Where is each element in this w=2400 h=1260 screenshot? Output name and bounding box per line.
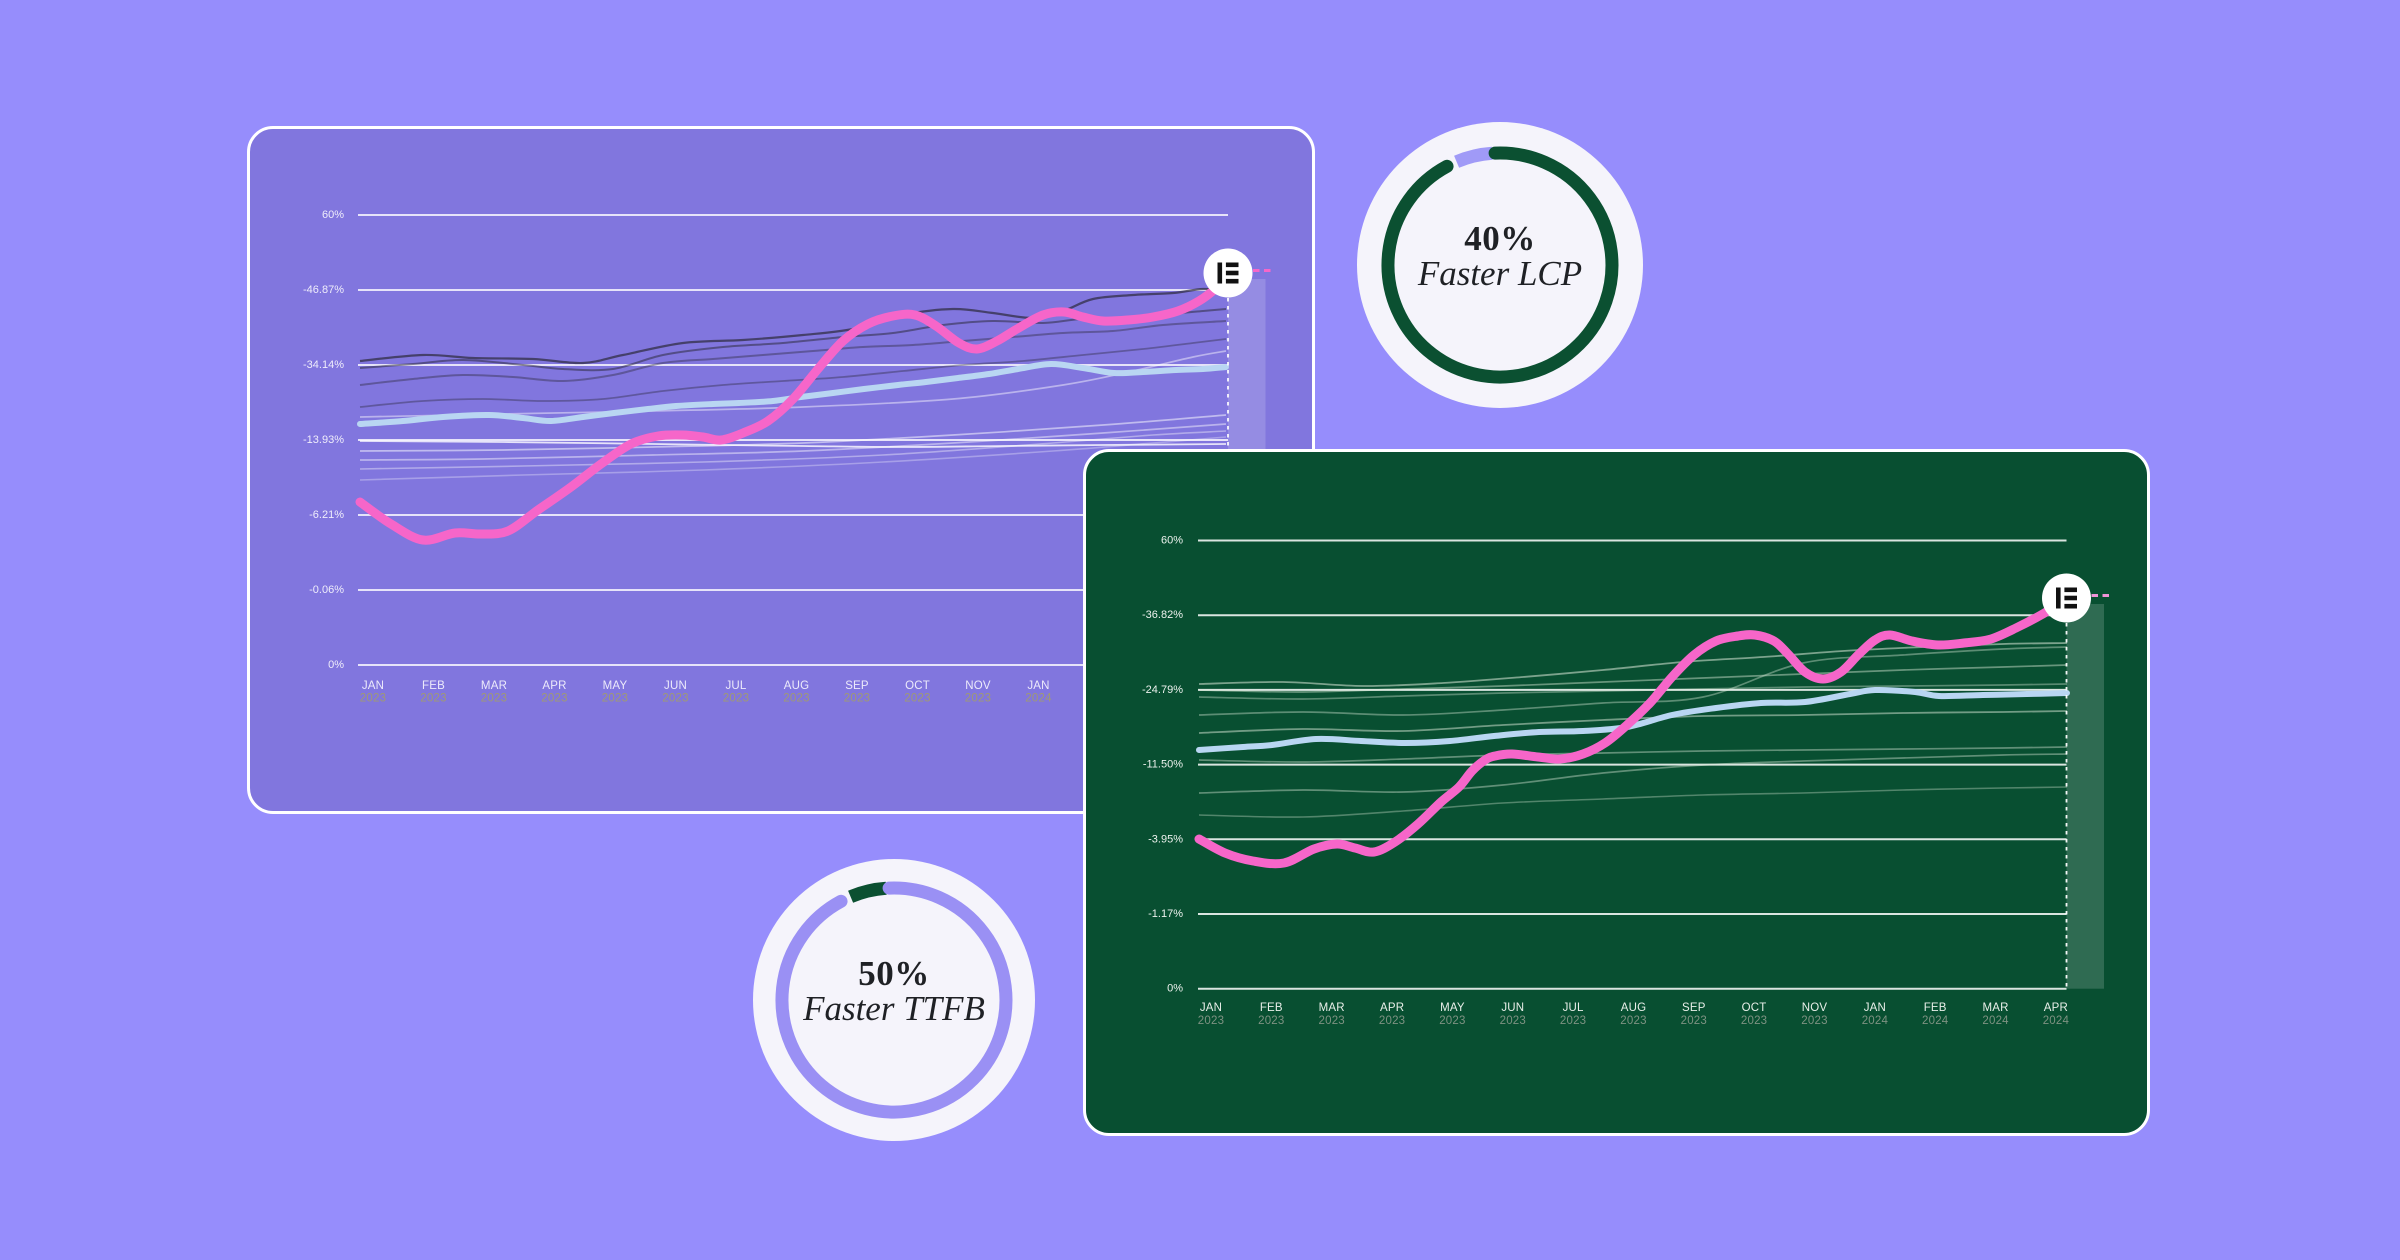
svg-text:FEB: FEB bbox=[1260, 1002, 1283, 1014]
svg-text:JAN: JAN bbox=[1027, 680, 1049, 692]
svg-text:2023: 2023 bbox=[1319, 1015, 1345, 1027]
svg-text:2023: 2023 bbox=[662, 693, 688, 705]
svg-text:JAN: JAN bbox=[1864, 1002, 1886, 1014]
svg-text:-0.06%: -0.06% bbox=[309, 584, 344, 596]
svg-text:-36.82%: -36.82% bbox=[1142, 609, 1183, 621]
svg-text:-34.14%: -34.14% bbox=[303, 359, 344, 371]
svg-text:-13.93%: -13.93% bbox=[303, 434, 344, 446]
svg-text:JUN: JUN bbox=[664, 680, 687, 692]
svg-text:2024: 2024 bbox=[1025, 693, 1052, 705]
svg-text:APR: APR bbox=[2044, 1002, 2068, 1014]
svg-text:2023: 2023 bbox=[602, 693, 628, 705]
svg-text:2023: 2023 bbox=[420, 693, 446, 705]
svg-text:OCT: OCT bbox=[1742, 1002, 1767, 1014]
svg-text:JUN: JUN bbox=[1501, 1002, 1524, 1014]
svg-text:2023: 2023 bbox=[1681, 1015, 1707, 1027]
svg-text:OCT: OCT bbox=[905, 680, 930, 692]
svg-text:2023: 2023 bbox=[481, 693, 507, 705]
svg-text:NOV: NOV bbox=[1802, 1002, 1828, 1014]
svg-text:2023: 2023 bbox=[1620, 1015, 1646, 1027]
svg-text:-1.17%: -1.17% bbox=[1148, 908, 1183, 920]
svg-text:MAR: MAR bbox=[1319, 1002, 1345, 1014]
svg-text:2024: 2024 bbox=[1922, 1015, 1949, 1027]
svg-text:MAR: MAR bbox=[481, 680, 507, 692]
svg-text:SEP: SEP bbox=[1682, 1002, 1706, 1014]
svg-text:60%: 60% bbox=[322, 209, 344, 221]
svg-text:2023: 2023 bbox=[541, 693, 567, 705]
svg-text:0%: 0% bbox=[328, 659, 344, 671]
svg-text:2023: 2023 bbox=[904, 693, 930, 705]
svg-text:FEB: FEB bbox=[422, 680, 445, 692]
svg-text:2023: 2023 bbox=[1801, 1015, 1827, 1027]
svg-text:APR: APR bbox=[542, 680, 566, 692]
svg-text:2024: 2024 bbox=[1982, 1015, 2009, 1027]
svg-text:0%: 0% bbox=[1167, 983, 1183, 995]
svg-text:JAN: JAN bbox=[362, 680, 384, 692]
svg-text:2024: 2024 bbox=[1862, 1015, 1889, 1027]
svg-text:2023: 2023 bbox=[844, 693, 870, 705]
svg-text:2023: 2023 bbox=[1500, 1015, 1526, 1027]
svg-text:2023: 2023 bbox=[1379, 1015, 1405, 1027]
svg-text:-24.79%: -24.79% bbox=[1142, 684, 1183, 696]
svg-text:2023: 2023 bbox=[1258, 1015, 1284, 1027]
svg-text:2023: 2023 bbox=[783, 693, 809, 705]
svg-text:2023: 2023 bbox=[1741, 1015, 1767, 1027]
svg-text:APR: APR bbox=[1380, 1002, 1404, 1014]
svg-text:AUG: AUG bbox=[784, 680, 810, 692]
svg-text:-3.95%: -3.95% bbox=[1148, 833, 1183, 845]
svg-text:JUL: JUL bbox=[725, 680, 746, 692]
svg-text:2023: 2023 bbox=[1560, 1015, 1586, 1027]
svg-text:60%: 60% bbox=[1161, 535, 1183, 547]
svg-text:2023: 2023 bbox=[1439, 1015, 1465, 1027]
svg-text:JUL: JUL bbox=[1563, 1002, 1584, 1014]
svg-text:-46.87%: -46.87% bbox=[303, 284, 344, 296]
svg-text:-6.21%: -6.21% bbox=[309, 509, 344, 521]
svg-text:2023: 2023 bbox=[723, 693, 749, 705]
svg-text:SEP: SEP bbox=[845, 680, 869, 692]
svg-text:MAR: MAR bbox=[1983, 1002, 2009, 1014]
svg-text:2024: 2024 bbox=[2043, 1015, 2070, 1027]
svg-text:NOV: NOV bbox=[965, 680, 991, 692]
svg-text:MAY: MAY bbox=[1440, 1002, 1465, 1014]
svg-text:MAY: MAY bbox=[603, 680, 628, 692]
svg-text:2023: 2023 bbox=[1198, 1015, 1224, 1027]
svg-text:2023: 2023 bbox=[360, 693, 386, 705]
svg-text:2023: 2023 bbox=[965, 693, 991, 705]
svg-text:FEB: FEB bbox=[1924, 1002, 1947, 1014]
svg-text:AUG: AUG bbox=[1621, 1002, 1647, 1014]
svg-text:JAN: JAN bbox=[1200, 1002, 1222, 1014]
svg-text:-11.50%: -11.50% bbox=[1143, 759, 1183, 771]
